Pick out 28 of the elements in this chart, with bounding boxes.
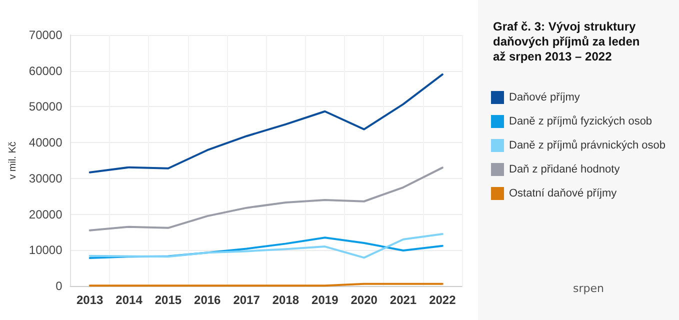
x-tick-label: 2022 (429, 293, 456, 307)
y-tick-label: 20000 (28, 207, 63, 222)
y-tick-label: 30000 (28, 171, 63, 186)
line-series (88, 166, 444, 232)
legend-label: Daně z příjmů právnických osob (509, 140, 666, 152)
x-tick-label: 2017 (233, 293, 260, 307)
y-tick-label: 40000 (28, 136, 63, 150)
y-tick-label: 0 (56, 279, 63, 293)
text: srpen (573, 282, 604, 295)
x-tick-label: 2014 (116, 293, 143, 307)
y-tick-label: 50000 (28, 100, 63, 114)
x-tick-label: 2016 (194, 293, 222, 307)
x-tick-label: 2015 (154, 293, 182, 307)
x-tick-label: 2020 (350, 293, 378, 307)
text: Graf č. 3: Vývoj struktury daňových příjmů za leden až srpen 2013 – 2022 (493, 20, 644, 64)
legend-label: Ostatní daňové příjmy (509, 188, 618, 200)
line-series (88, 73, 444, 174)
legend-label: Daňové příjmy (509, 92, 580, 104)
legend-label: Daň z přidané hodnoty (509, 164, 620, 176)
x-tick-label: 2019 (312, 293, 339, 307)
x-tick-label: 2021 (390, 293, 417, 307)
x-tick-label: 2018 (272, 293, 300, 307)
legend-label: Daně z příjmů fyzických osob (509, 116, 652, 128)
y-tick-label: 10000 (28, 243, 63, 258)
x-tick-label: 2013 (76, 293, 104, 307)
y-tick-label: 60000 (28, 64, 63, 78)
y-tick-label: 70000 (28, 28, 63, 42)
y-axis-title: v mil. Kč (8, 142, 18, 180)
